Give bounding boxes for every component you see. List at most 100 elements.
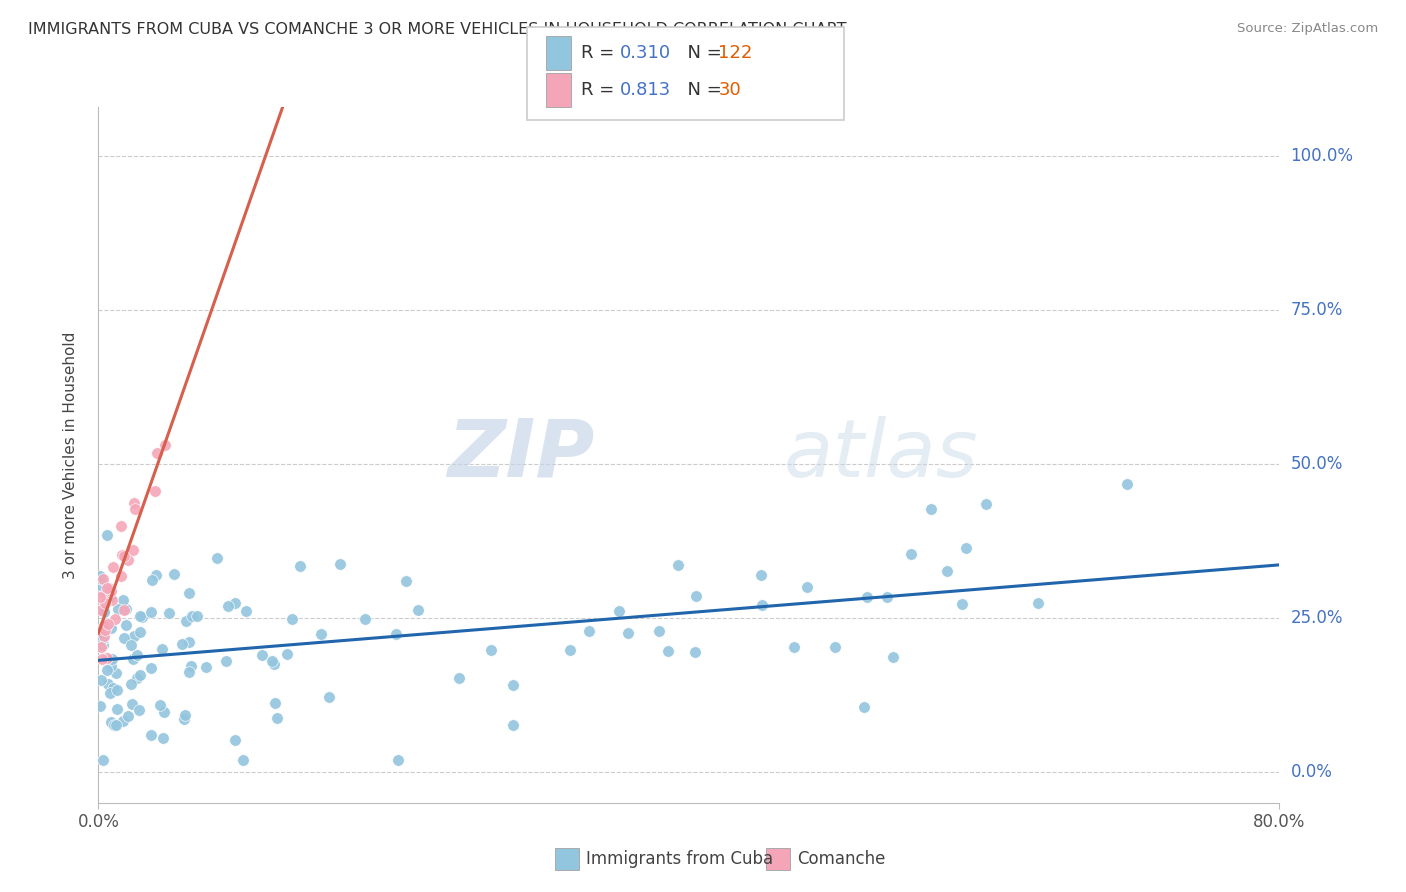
Point [141, 574, 163, 588]
Point [502, 718, 524, 732]
Point [955, 541, 977, 555]
Point [329, 558, 352, 572]
Y-axis label: 3 or more Vehicles in Household: 3 or more Vehicles in Household [63, 331, 77, 579]
Point [194, 659, 217, 673]
Text: 50.0%: 50.0% [1291, 455, 1343, 473]
Point [124, 502, 146, 516]
Point [100, 583, 122, 598]
Text: atlas: atlas [783, 416, 979, 494]
Point [98, 581, 121, 595]
Text: IMMIGRANTS FROM CUBA VS COMANCHE 3 OR MORE VEHICLES IN HOUSEHOLD CORRELATION CHA: IMMIGRANTS FROM CUBA VS COMANCHE 3 OR MO… [28, 22, 846, 37]
Point [250, 648, 273, 663]
Point [117, 553, 139, 567]
Point [105, 665, 128, 680]
Point [174, 614, 197, 628]
Point [900, 547, 922, 561]
Point [104, 612, 127, 626]
Point [141, 728, 163, 742]
Point [125, 671, 148, 685]
Point [128, 702, 150, 716]
Point [824, 640, 846, 655]
Point [89, 569, 111, 583]
Text: 0.0%: 0.0% [1291, 763, 1333, 781]
Point [114, 618, 136, 632]
Point [648, 624, 671, 638]
Point [205, 550, 228, 565]
Point [103, 681, 125, 695]
Point [751, 598, 773, 612]
Point [139, 661, 162, 675]
Point [105, 702, 128, 716]
Point [93, 629, 115, 643]
Point [288, 559, 311, 574]
Point [666, 558, 689, 572]
Point [263, 657, 285, 671]
Point [683, 645, 706, 659]
Point [353, 612, 375, 626]
Point [89, 628, 111, 642]
Text: Comanche: Comanche [797, 850, 886, 868]
Point [91, 632, 114, 646]
Point [101, 593, 124, 607]
Text: Immigrants from Cuba: Immigrants from Cuba [586, 850, 773, 868]
Point [122, 496, 145, 510]
Text: 30: 30 [718, 81, 741, 99]
Point [93, 623, 115, 637]
Point [318, 690, 340, 704]
Point [91, 753, 114, 767]
Point [186, 609, 208, 624]
Point [141, 605, 163, 619]
Point [217, 599, 239, 613]
Point [129, 625, 152, 640]
Point [89, 590, 111, 604]
Point [143, 483, 166, 498]
Point [309, 627, 332, 641]
Point [97, 676, 120, 690]
Text: 122: 122 [718, 44, 752, 62]
Text: 75.0%: 75.0% [1291, 301, 1343, 319]
Point [96, 581, 118, 595]
Point [153, 705, 176, 719]
Point [578, 624, 600, 638]
Text: 100.0%: 100.0% [1291, 147, 1354, 165]
Point [107, 601, 129, 615]
Point [122, 651, 145, 665]
Point [101, 651, 124, 665]
Point [100, 715, 122, 730]
Point [98, 686, 121, 700]
Point [607, 604, 630, 618]
Point [129, 609, 152, 624]
Point [114, 549, 136, 563]
Point [125, 648, 148, 662]
Point [174, 708, 197, 723]
Point [93, 638, 115, 652]
Point [121, 542, 143, 557]
Point [173, 712, 195, 726]
Point [152, 731, 174, 745]
Point [117, 708, 139, 723]
Point [783, 640, 806, 655]
Text: N =: N = [676, 44, 728, 62]
Point [177, 634, 200, 648]
Point [114, 601, 136, 615]
Point [93, 603, 115, 617]
Point [93, 587, 115, 601]
Point [100, 659, 122, 673]
Point [215, 654, 238, 668]
Point [122, 629, 145, 643]
Point [266, 711, 288, 725]
Text: 25.0%: 25.0% [1291, 609, 1343, 627]
Point [103, 718, 125, 732]
Text: Source: ZipAtlas.com: Source: ZipAtlas.com [1237, 22, 1378, 36]
Point [128, 668, 150, 682]
Point [950, 597, 973, 611]
Point [260, 654, 283, 668]
Text: R =: R = [581, 81, 620, 99]
Point [98, 590, 121, 604]
Point [112, 602, 135, 616]
Point [89, 698, 111, 713]
Point [170, 637, 193, 651]
Point [180, 659, 202, 673]
Point [179, 586, 201, 600]
Point [447, 671, 470, 685]
